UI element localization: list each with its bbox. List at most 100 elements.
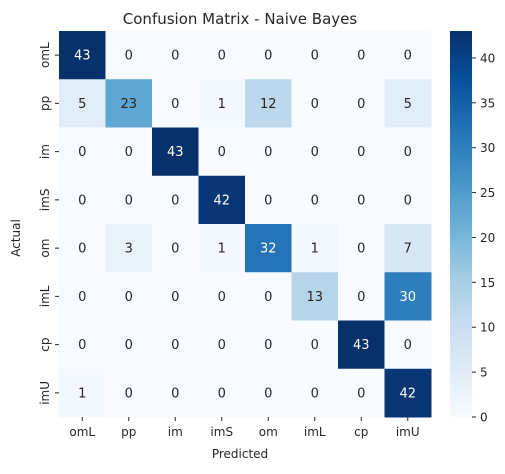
heatmap-cell-cp-omL [59, 320, 106, 370]
heatmap-cell-omL-pp [105, 31, 153, 80]
heatmap-cell-imU-om [245, 368, 292, 418]
heatmap-cell-imL-imU [384, 272, 432, 321]
cell-value-label: 0 [125, 386, 133, 401]
x-tick-label: cp [354, 425, 368, 439]
cell-value-label: 5 [78, 97, 86, 112]
cell-value-label: 1 [78, 386, 86, 401]
cell-value-label: 0 [311, 49, 319, 64]
heatmap-cell-omL-omL [59, 31, 106, 80]
cell-value-label: 0 [264, 290, 272, 305]
cell-value-label: 0 [311, 97, 319, 112]
cell-value-label: 0 [125, 49, 133, 64]
cell-value-label: 0 [264, 193, 272, 208]
cell-value-label: 0 [404, 145, 412, 160]
cell-value-label: 0 [78, 290, 86, 305]
x-axis: omL pp im imS om imL cp imU [69, 417, 420, 439]
heatmap-cell-omL-imS [198, 31, 246, 80]
y-tick-label: imL [38, 285, 52, 307]
cell-value-label: 42 [399, 386, 416, 401]
x-tick-label: omL [69, 425, 95, 439]
y-tick-label: pp [38, 96, 52, 111]
cell-value-label: 0 [125, 290, 133, 305]
x-tick-label: imU [396, 425, 420, 439]
heatmap-cell-imL-im [152, 272, 199, 321]
heatmap-cell-imS-cp [338, 175, 385, 225]
cell-value-label: 0 [357, 97, 365, 112]
cell-value-label: 0 [171, 386, 179, 401]
heatmap-cell-cp-imU [384, 320, 432, 370]
heatmap-cell-imU-pp [105, 368, 153, 418]
heatmap-cell-cp-im [152, 320, 199, 370]
cell-value-label: 43 [167, 145, 184, 160]
heatmap-cell-om-imS [198, 224, 246, 273]
cell-value-label: 0 [264, 338, 272, 353]
heatmap-cell-im-om [245, 127, 292, 177]
heatmap-cell-im-cp [338, 127, 385, 177]
cell-value-label: 0 [357, 386, 365, 401]
heatmap-cell-cp-cp [338, 320, 385, 370]
heatmap-cell-om-omL [59, 224, 106, 273]
cell-value-label: 0 [357, 242, 365, 257]
cell-value-label: 0 [78, 338, 86, 353]
cell-value-label: 42 [213, 193, 230, 208]
x-tick-label: om [259, 425, 278, 439]
heatmap-cell-imL-imL [291, 272, 339, 321]
cell-value-label: 0 [311, 338, 319, 353]
heatmap-cell-omL-om [245, 31, 292, 80]
cell-value-label: 0 [125, 193, 133, 208]
heatmap-cell-imU-imL [291, 368, 339, 418]
heatmap-cell-pp-im [152, 79, 199, 128]
heatmap-cell-im-pp [105, 127, 153, 177]
heatmap-cell-om-imL [291, 224, 339, 273]
cell-value-label: 0 [171, 338, 179, 353]
y-tick-label: omL [38, 42, 52, 68]
heatmap-cell-imS-imL [291, 175, 339, 225]
heatmap-cell-imL-pp [105, 272, 153, 321]
colorbar-tick-label: 30 [480, 141, 495, 155]
colorbar-tick-label: 35 [480, 96, 495, 110]
colorbar-ticks: 0 5 10 15 20 25 30 35 40 [472, 51, 495, 425]
colorbar-tick-label: 0 [480, 411, 488, 425]
heatmap-cell-imS-pp [105, 175, 153, 225]
heatmap-cell-om-om [245, 224, 292, 273]
heatmap-cell-imS-om [245, 175, 292, 225]
cell-value-label: 12 [260, 97, 277, 112]
cell-value-label: 0 [171, 49, 179, 64]
cell-value-label: 0 [404, 49, 412, 64]
heatmap-cell-om-imU [384, 224, 432, 273]
heatmap-cell-pp-imS [198, 79, 246, 128]
cell-value-label: 32 [260, 242, 277, 257]
cell-value-label: 30 [399, 290, 416, 305]
cell-value-label: 7 [404, 242, 412, 257]
heatmap-cell-imL-omL [59, 272, 106, 321]
cell-value-label: 1 [218, 242, 226, 257]
heatmap-cell-imU-imS [198, 368, 246, 418]
cell-value-label: 43 [74, 49, 91, 64]
y-tick-label: imU [38, 381, 52, 405]
heatmap-cell-pp-imU [384, 79, 432, 128]
colorbar-tick-label: 15 [480, 276, 495, 290]
heatmap-cell-om-cp [338, 224, 385, 273]
colorbar-tick-label: 10 [480, 321, 495, 335]
cell-value-label: 0 [218, 338, 226, 353]
cell-value-label: 0 [357, 193, 365, 208]
heatmap-cell-cp-om [245, 320, 292, 370]
cell-value-label: 0 [125, 145, 133, 160]
heatmap-cell-imL-imS [198, 272, 246, 321]
heatmap-cell-omL-cp [338, 31, 385, 80]
x-axis-label: Predicted [212, 447, 268, 461]
cell-value-label: 23 [120, 97, 137, 112]
x-tick-label: imS [210, 425, 233, 439]
cell-value-label: 0 [171, 290, 179, 305]
heatmap-cell-im-imL [291, 127, 339, 177]
cell-value-label: 0 [78, 145, 86, 160]
y-axis-label: Actual [9, 219, 23, 257]
x-tick-label: im [168, 425, 183, 439]
heatmap-cell-pp-imL [291, 79, 339, 128]
y-tick-label: im [38, 144, 52, 159]
heatmap-cell-imS-im [152, 175, 199, 225]
cell-value-label: 0 [264, 386, 272, 401]
heatmap-cell-im-imS [198, 127, 246, 177]
heatmap-cell-cp-imS [198, 320, 246, 370]
